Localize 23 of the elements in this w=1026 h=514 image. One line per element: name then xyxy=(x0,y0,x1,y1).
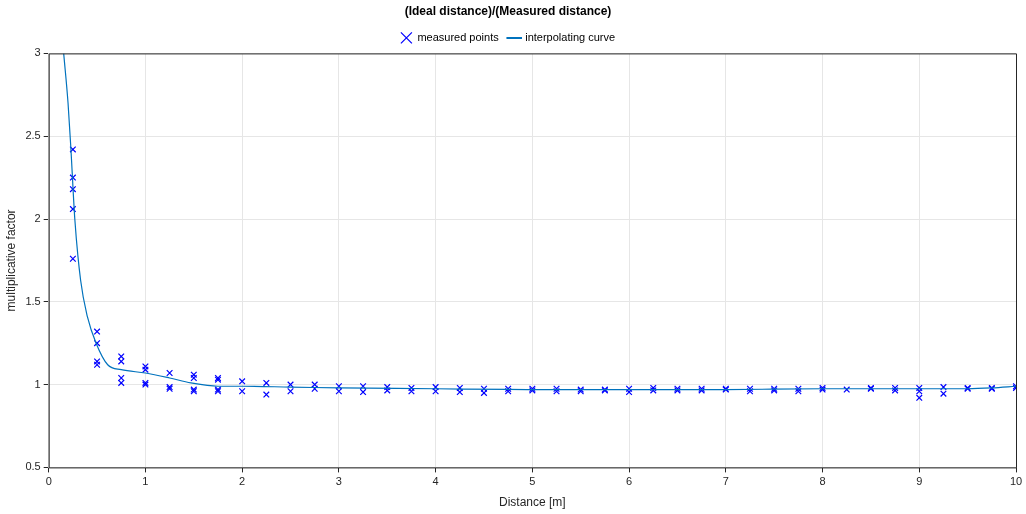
y-tick-label: 3 xyxy=(34,46,41,59)
x-tick-label: 0 xyxy=(45,475,52,488)
y-tick-label: 2.5 xyxy=(25,129,41,142)
y-tick-label: 1 xyxy=(34,377,41,390)
x-tick-label: 3 xyxy=(335,475,342,488)
y-tick-label: 0.5 xyxy=(25,460,41,473)
legend-label: interpolating curve xyxy=(525,30,616,43)
x-tick-label: 4 xyxy=(432,475,439,488)
y-axis-title: multiplicative factor xyxy=(3,209,18,312)
line-series xyxy=(63,53,1016,391)
x-axis-title: Distance [m] xyxy=(499,495,566,510)
chart-title: (Ideal distance)/(Measured distance) xyxy=(404,3,612,18)
x-tick-label: 6 xyxy=(626,475,633,488)
x-tick-label: 9 xyxy=(916,475,923,488)
y-tick-label: 2 xyxy=(34,212,41,225)
x-tick-label: 1 xyxy=(142,475,149,488)
x-tick-label: 7 xyxy=(722,475,729,488)
x-tick-label: 5 xyxy=(529,475,536,488)
y-tick-label: 1.5 xyxy=(25,294,41,307)
x-tick-label: 2 xyxy=(239,475,246,488)
x-tick-label: 10 xyxy=(1009,475,1023,488)
x-tick-label: 8 xyxy=(819,475,826,488)
legend-label: measured points xyxy=(417,30,500,43)
